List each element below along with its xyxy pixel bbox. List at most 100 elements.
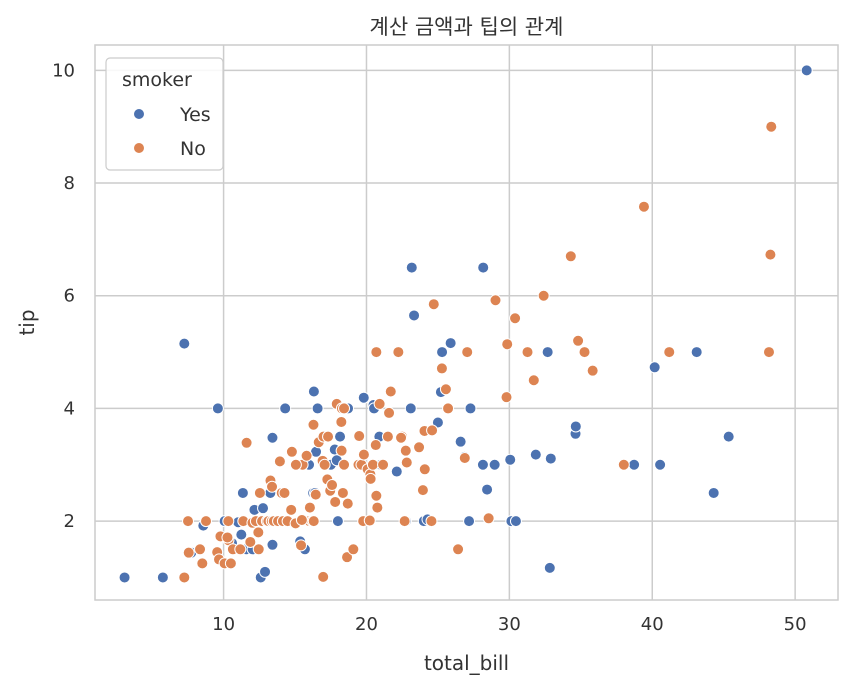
data-point [464,402,477,415]
data-point [527,374,540,387]
data-point [253,486,266,499]
data-point [404,402,417,415]
legend-box [105,57,224,171]
data-point [118,571,131,584]
data-point [369,439,382,452]
y-tick-label: 4 [64,398,75,419]
data-point [439,383,452,396]
data-point [537,289,550,302]
data-point [252,543,265,556]
data-point [628,458,641,471]
data-point [521,346,534,359]
data-point [395,431,408,444]
y-tick-label: 2 [64,511,75,532]
data-point [366,458,379,471]
data-point [488,458,501,471]
data-point [357,448,370,461]
data-point [259,565,272,578]
data-point [400,456,413,469]
data-point [307,515,320,528]
data-point [384,385,397,398]
data-point [178,571,191,584]
data-point [257,502,270,515]
data-point [266,480,279,493]
data-point [435,362,448,375]
x-axis-label: total_bill [424,651,509,675]
data-point [413,441,426,454]
data-point [690,346,703,359]
data-point [236,486,249,499]
data-point [335,444,348,457]
data-point [543,561,556,574]
data-point [408,309,421,322]
data-point [309,488,322,501]
data-point [663,346,676,359]
data-point [347,543,360,556]
data-point [329,495,342,508]
y-axis-label: tip [15,309,39,335]
data-point [357,391,370,404]
data-point [722,430,735,443]
data-point [504,453,517,466]
data-point [452,543,465,556]
legend: smoker Yes No [105,57,224,171]
data-point [318,458,331,471]
data-point [377,458,390,471]
data-point [273,455,286,468]
data-point [285,445,298,458]
data-point [764,248,777,261]
data-point [182,546,195,559]
data-point [235,528,248,541]
data-point [617,458,630,471]
data-point [252,526,265,539]
data-point [477,261,490,274]
data-point [426,424,439,437]
legend-entry-label: No [180,138,206,160]
data-point [436,346,449,359]
data-point [341,497,354,510]
data-point [569,420,582,433]
data-point [295,539,308,552]
x-tick-label: 50 [784,614,807,635]
data-point [322,430,335,443]
data-point [454,435,467,448]
data-point [307,385,320,398]
data-point [196,557,209,570]
data-point [431,416,444,429]
data-point [529,448,542,461]
y-tick-label: 10 [52,60,75,81]
data-point [564,250,577,263]
data-point [762,346,775,359]
data-point [637,200,650,213]
data-point [416,484,429,497]
data-point [489,294,502,307]
data-point [194,543,207,556]
data-point [381,430,394,443]
data-point [370,346,383,359]
data-point [418,463,431,476]
data-point [364,472,377,485]
data-point [311,402,324,415]
data-point [544,452,557,465]
legend-marker [133,142,145,154]
data-point [278,486,291,499]
data-point [326,479,339,492]
data-point [307,418,320,431]
data-point [482,512,495,525]
legend-marker [133,108,145,120]
data-point [338,402,351,415]
data-point [317,570,330,583]
data-point [221,531,234,544]
data-point [224,557,237,570]
data-point [336,486,349,499]
data-point [279,402,292,415]
legend-entries: Yes No [133,104,211,160]
data-point [370,489,383,502]
data-point [578,346,591,359]
data-point [285,503,298,516]
data-point [222,515,235,528]
data-point [500,391,513,404]
data-point [398,515,411,528]
data-point [266,431,279,444]
